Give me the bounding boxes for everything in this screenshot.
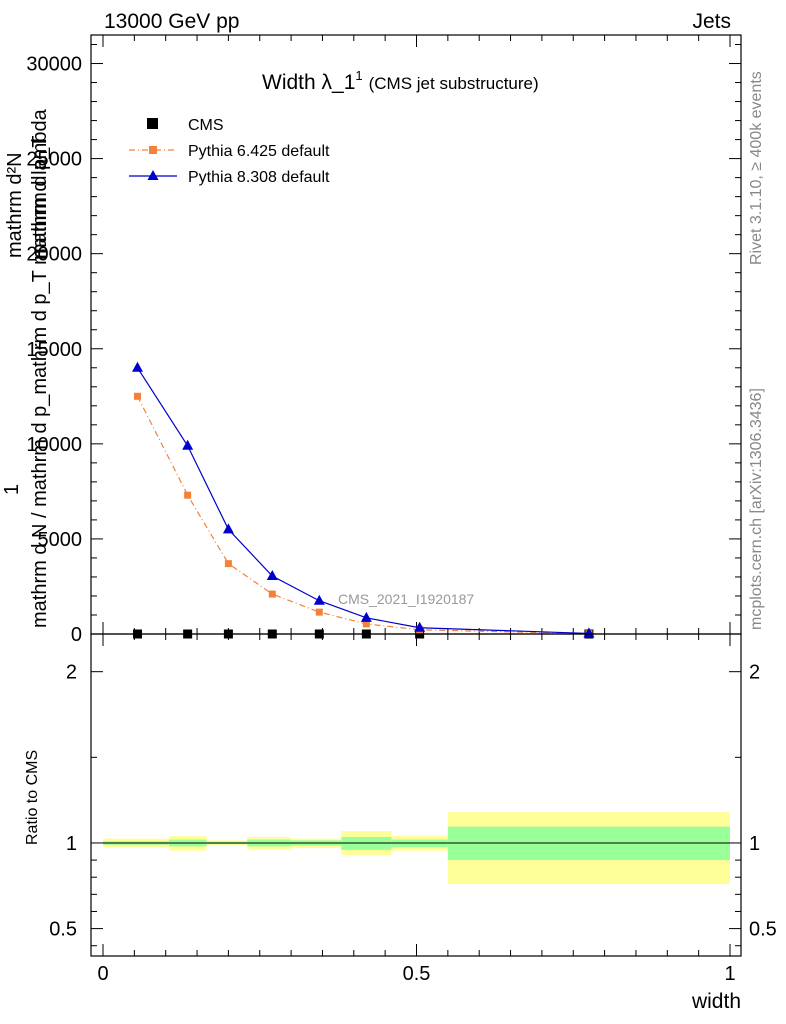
y-label-line-1: 1 — [1, 484, 23, 495]
series-point-2 — [131, 361, 143, 372]
series-point-1 — [315, 608, 323, 616]
y-label-line-2: mathrm d N / mathrm d p_mathrm d p_T mat… — [29, 108, 51, 628]
legend-cms-marker — [147, 118, 158, 129]
ratio-axis-ticks: 0 0.5 1 0.5 0.5 1 1 2 2 — [49, 634, 777, 985]
x-tick-label: 1 — [724, 963, 735, 985]
main-axis-ticks: 0 5000 10000 15000 20000 25000 30000 — [26, 35, 741, 646]
series-point-1 — [224, 560, 232, 568]
x-tick-label: 0.5 — [403, 963, 431, 985]
ratio-y-tick-label-right: 0.5 — [749, 919, 777, 941]
series-point-1 — [133, 392, 141, 400]
series-point-2 — [222, 523, 234, 534]
series-point-2 — [583, 627, 595, 638]
ratio-y-tick-label: 1 — [66, 833, 77, 855]
series-point-2 — [313, 594, 325, 605]
ratio-y-tick-label: 2 — [66, 662, 77, 684]
main-subtitle: (CMS jet substructure) — [369, 74, 539, 93]
main-y-tick-label: 20000 — [26, 244, 82, 266]
main-title-sup: 1 — [355, 68, 362, 83]
series-point-1 — [362, 620, 370, 628]
series-point-1 — [184, 491, 192, 499]
series-point-2 — [266, 570, 278, 581]
legend: CMS Pythia 6.425 default Pythia 8.308 de… — [129, 117, 330, 186]
analysis-watermark: CMS_2021_I1920187 — [338, 591, 474, 607]
main-y-tick-label: 5000 — [38, 529, 83, 551]
category-label: Jets — [692, 10, 731, 33]
energy-label: 13000 GeV pp — [104, 10, 239, 33]
y-label-line-0: mathrm d²N — [4, 152, 26, 258]
series-line-1 — [136, 396, 589, 635]
ratio-frame — [90, 633, 742, 957]
ratio-y-tick-label-right: 2 — [749, 662, 760, 684]
x-tick-label: 0 — [97, 963, 108, 985]
main-y-tick-label: 10000 — [26, 434, 82, 456]
y-label-line-3: mathrm d p_T — [29, 136, 51, 260]
main-y-axis-label: mathrm d²N 1 mathrm d N / mathrm d p_mat… — [1, 108, 51, 628]
main-panel: 0 5000 10000 15000 20000 25000 30000 Width λ_1… — [1, 34, 742, 646]
x-axis-label: width — [691, 990, 741, 1013]
ratio-bands-layer — [103, 812, 730, 885]
series-point-1 — [268, 590, 276, 598]
series-line-2 — [136, 367, 589, 635]
rivet-label: Rivet 3.1.10, ≥ 400k events — [748, 71, 765, 265]
main-y-tick-label: 15000 — [26, 339, 82, 361]
main-y-tick-label: 30000 — [26, 54, 82, 76]
series-point-2 — [182, 439, 194, 450]
ratio-panel: 0 0.5 1 0.5 0.5 1 1 2 2 Ratio to CMS width — [24, 633, 777, 1013]
legend-pythia8-label: Pythia 8.308 default — [188, 169, 330, 186]
ratio-y-tick-label: 0.5 — [49, 919, 77, 941]
ratio-y-label: Ratio to CMS — [24, 750, 41, 845]
main-title-text: Width λ_1 — [262, 71, 355, 94]
legend-pythia6-label: Pythia 6.425 default — [188, 143, 330, 160]
legend-cms-label: CMS — [188, 117, 224, 134]
main-y-tick-label: 0 — [71, 624, 82, 646]
legend-pythia8-marker — [147, 170, 159, 180]
main-title: Width λ_11 (CMS jet substructure) — [262, 68, 539, 94]
series-point-2 — [414, 621, 426, 632]
mcplots-label: mcplots.cern.ch [arXiv:1306.3436] — [748, 388, 765, 630]
series-point-2 — [360, 611, 372, 622]
main-y-tick-label: 25000 — [26, 149, 82, 171]
legend-pythia6-marker — [149, 146, 157, 154]
ratio-y-tick-label-right: 1 — [749, 833, 760, 855]
